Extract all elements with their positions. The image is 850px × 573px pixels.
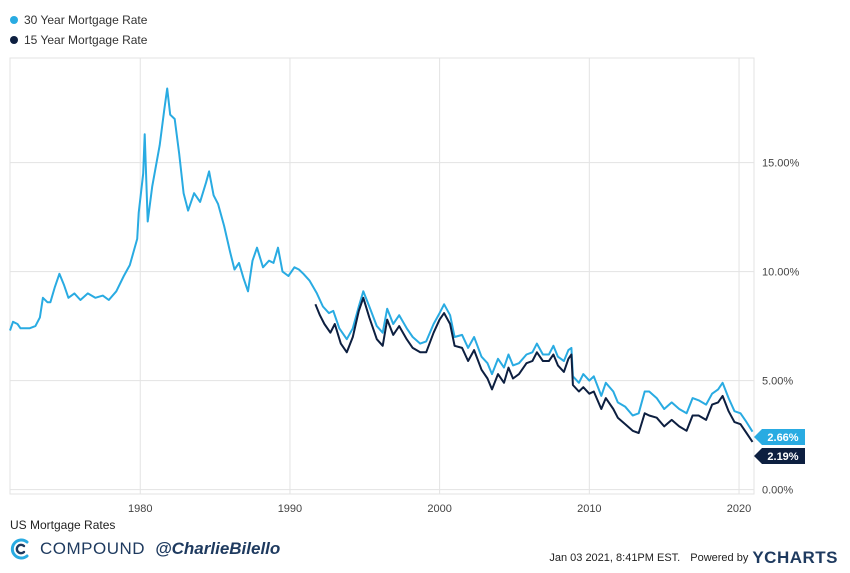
x-tick-label: 2010 [577, 503, 601, 515]
chart-legend: 30 Year Mortgage Rate 15 Year Mortgage R… [10, 10, 147, 50]
legend-item-15yr[interactable]: 15 Year Mortgage Rate [10, 30, 147, 50]
end-value-tag-15yr: 2.19% [754, 448, 805, 464]
compound-brand: COMPOUND @CharlieBilello [8, 536, 280, 562]
legend-dot-30yr [10, 16, 18, 24]
x-tick-label: 2020 [727, 503, 751, 515]
x-tick-label: 2000 [427, 503, 451, 515]
legend-dot-15yr [10, 36, 18, 44]
end-value-label: 2.66% [767, 432, 798, 444]
end-value-tag-30yr: 2.66% [754, 429, 805, 445]
legend-label-15yr: 15 Year Mortgage Rate [24, 33, 148, 47]
x-tick-label: 1990 [278, 503, 302, 515]
end-value-tag-bg [754, 429, 805, 445]
x-tick-label: 1980 [128, 503, 152, 515]
brand-handle[interactable]: @CharlieBilello [155, 539, 281, 558]
chart-title: US Mortgage Rates [10, 518, 116, 532]
legend-item-30yr[interactable]: 30 Year Mortgage Rate [10, 10, 147, 30]
y-tick-label: 5.00% [762, 376, 793, 388]
series-line-30yr [9, 87, 754, 433]
powered-by-label: Powered by [690, 552, 749, 564]
end-value-tag-bg [754, 448, 805, 464]
ycharts-logo[interactable]: YCHARTS [752, 548, 838, 567]
end-value-label: 2.19% [767, 451, 798, 463]
plot-area [9, 57, 755, 495]
y-tick-label: 15.00% [762, 158, 800, 170]
brand-name: COMPOUND [40, 539, 146, 558]
y-tick-label: 0.00% [762, 485, 793, 497]
timestamp: Jan 03 2021, 8:41PM EST. [549, 552, 681, 564]
y-tick-label: 10.00% [762, 267, 800, 279]
timestamp-bar: Jan 03 2021, 8:41PM EST. Powered by YCHA… [549, 548, 838, 568]
legend-label-30yr: 30 Year Mortgage Rate [24, 13, 148, 27]
series-line-15yr [314, 296, 754, 443]
compound-logo-icon [10, 538, 29, 560]
